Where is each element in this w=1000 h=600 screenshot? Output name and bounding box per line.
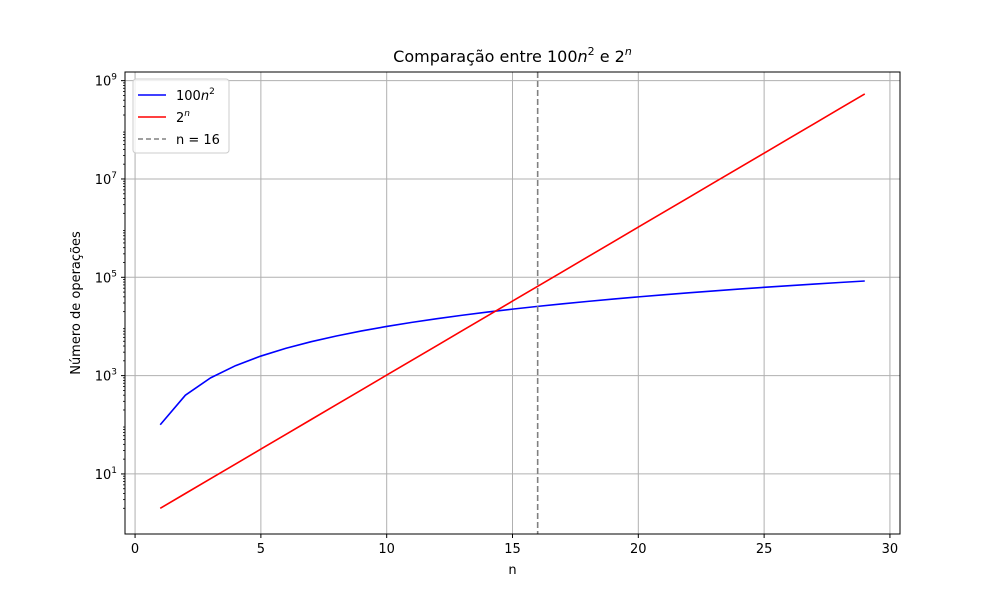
y-tick-label: 109 (95, 73, 118, 90)
legend-box (132, 78, 230, 154)
x-tick-label: 0 (131, 542, 139, 557)
y-tick-label: 103 (95, 368, 117, 385)
legend: 100n2 2n n = 16 (132, 78, 230, 154)
series-layer (159, 72, 866, 534)
legend-label-n16: n = 16 (176, 133, 220, 148)
legend-label-100n2: 100n2 (176, 87, 215, 104)
ticks: 0 5 10 15 20 25 30 101 103 105 107 109 (95, 73, 898, 557)
legend-label-2n: 2n (176, 109, 190, 126)
x-tick-label: 20 (630, 542, 647, 557)
chart-title: Comparação entre 100n2 e 2n (393, 45, 632, 66)
x-tick-label: 30 (882, 542, 899, 557)
x-tick-label: 5 (257, 542, 265, 557)
x-tick-label: 25 (756, 542, 773, 557)
x-tick-label: 15 (504, 542, 521, 557)
x-axis-label: n (508, 563, 516, 578)
series-line-0 (159, 280, 865, 426)
y-tick-label: 105 (95, 269, 117, 286)
series-line-1 (159, 93, 866, 509)
y-tick-label: 107 (95, 171, 117, 188)
y-tick-label: 101 (95, 466, 117, 483)
x-tick-label: 10 (378, 542, 395, 557)
y-axis-label: Número de operações (69, 231, 84, 375)
grid (125, 72, 900, 534)
